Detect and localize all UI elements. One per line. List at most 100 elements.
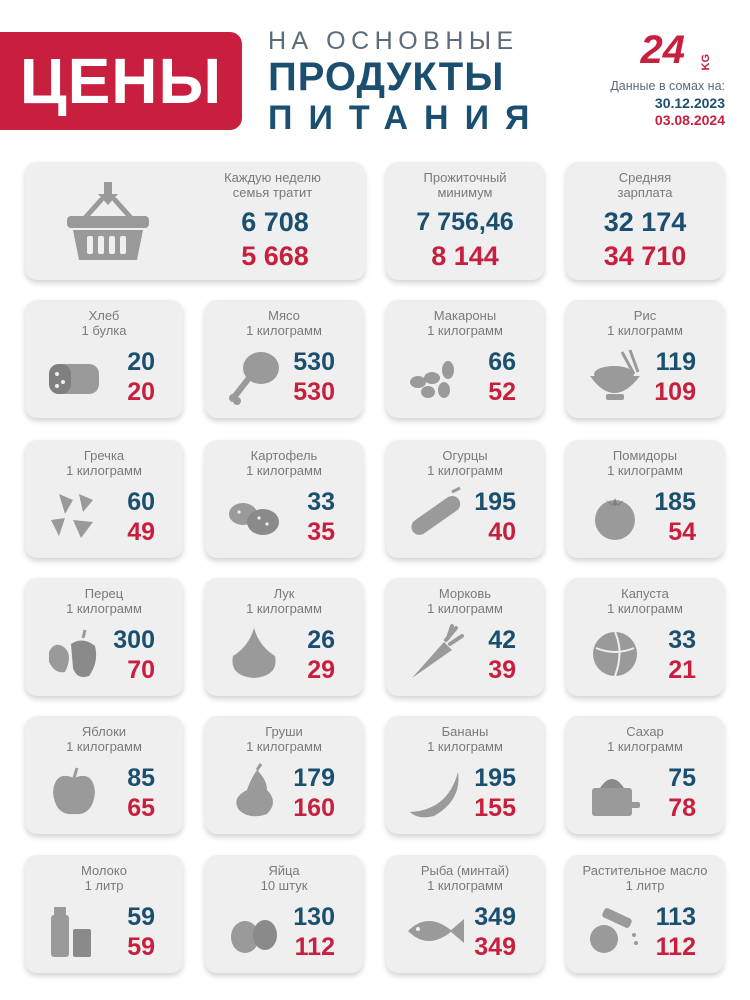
product-name: Бананы [441,724,489,739]
minimum-label-line2: минимум [437,185,493,200]
product-card: Груши 1 килограмм 179 160 [205,716,363,834]
product-old-price: 185 [654,488,696,516]
product-unit: 1 килограмм [427,323,503,338]
product-name: Рыба (минтай) [420,863,510,878]
product-card: Бананы 1 килограмм 195 155 [386,716,544,834]
product-card: Хлеб 1 булка 20 20 [25,300,183,418]
product-unit: 1 килограмм [246,463,322,478]
product-label: Лук 1 килограмм [205,586,363,616]
product-name: Рис [633,308,657,323]
sugar-icon [584,760,646,822]
header: ЦЕНЫ НА ОСНОВНЫЕ ПРОДУКТЫ ПИТАНИЯ 24 KG Д… [0,0,750,150]
apple-icon [43,760,105,822]
product-label: Рыба (минтай) 1 килограмм [386,863,544,893]
product-card: Рис 1 килограмм 119 109 [566,300,724,418]
logo-suffix: KG [700,53,712,71]
subtitle-line-2: ПРОДУКТЫ [268,55,505,99]
product-new-price: 49 [127,518,155,546]
product-name: Морковь [438,586,492,601]
product-unit: 1 килограмм [66,739,142,754]
product-new-price: 21 [668,656,696,684]
product-old-price: 75 [668,764,696,792]
cucumber-icon [404,484,466,546]
product-name: Лук [273,586,295,601]
product-old-price: 300 [113,626,155,654]
weekly-label: Каждую неделю семья тратит [180,170,365,200]
product-name: Груши [265,724,303,739]
product-unit: 1 килограмм [246,323,322,338]
product-name: Хлеб [88,308,120,323]
product-unit: 1 килограмм [607,601,683,616]
product-old-price: 195 [474,488,516,516]
product-unit: 1 булка [81,323,127,338]
product-unit: 1 килограмм [246,601,322,616]
milk-icon [43,899,105,961]
product-unit: 1 килограмм [66,601,142,616]
salary-old-value: 32 174 [603,207,687,237]
oil-icon [584,899,646,961]
product-new-price: 70 [127,656,155,684]
product-card: Рыба (минтай) 1 килограмм 349 349 [386,855,544,973]
subtitle-line-3: ПИТАНИЯ [268,99,546,137]
product-new-price: 155 [474,794,516,822]
product-unit: 1 килограмм [607,323,683,338]
product-label: Мясо 1 килограмм [205,308,363,338]
product-name: Капуста [621,586,669,601]
product-card: Мясо 1 килограмм 530 530 [205,300,363,418]
product-old-price: 42 [488,626,516,654]
minimum-new-value: 8 144 [431,241,499,271]
product-unit: 1 литр [84,878,124,893]
product-new-price: 109 [654,378,696,406]
product-old-price: 33 [668,626,696,654]
cabbage-icon [584,622,646,684]
product-label: Груши 1 килограмм [205,724,363,754]
product-card: Лук 1 килограмм 26 29 [205,578,363,696]
product-card: Сахар 1 килограмм 75 78 [566,716,724,834]
buckwheat-icon [43,484,105,546]
product-old-price: 113 [655,903,696,931]
eggs-icon [223,899,285,961]
date-old: 30.12.2023 [654,95,725,111]
product-name: Гречка [83,448,125,463]
product-card: Растительное масло 1 литр 113 112 [566,855,724,973]
product-new-price: 349 [474,933,516,961]
carrot-icon [404,622,466,684]
shopping-basket-icon [63,180,153,264]
product-name: Яблоки [81,724,127,739]
product-old-price: 33 [307,488,335,516]
product-label: Бананы 1 килограмм [386,724,544,754]
fish-icon [404,899,466,961]
brand-logo: 24 KG [641,30,727,70]
product-name: Помидоры [612,448,678,463]
product-old-price: 66 [488,348,516,376]
product-new-price: 160 [293,794,335,822]
product-old-price: 60 [127,488,155,516]
product-old-price: 349 [474,903,516,931]
product-name: Мясо [268,308,300,323]
product-card: Перец 1 килограмм 300 70 [25,578,183,696]
product-card: Гречка 1 килограмм 60 49 [25,440,183,558]
date-new: 03.08.2024 [654,112,725,128]
product-old-price: 26 [307,626,335,654]
product-name: Огурцы [442,448,488,463]
product-unit: 1 литр [625,878,665,893]
product-old-price: 85 [127,764,155,792]
product-name: Перец [84,586,124,601]
product-old-price: 59 [127,903,155,931]
product-card: Огурцы 1 килограмм 195 40 [386,440,544,558]
product-old-price: 195 [474,764,516,792]
product-card: Помидоры 1 килограмм 185 54 [566,440,724,558]
potato-icon [223,484,285,546]
product-label: Яблоки 1 килограмм [25,724,183,754]
page-title: ЦЕНЫ [0,32,242,130]
onion-icon [223,622,285,684]
product-card: Макароны 1 килограмм 66 52 [386,300,544,418]
minimum-label-line1: Прожиточный [423,170,507,185]
product-new-price: 35 [307,518,335,546]
product-new-price: 20 [127,378,155,406]
minimum-old-value: 7 756,46 [416,208,514,236]
product-new-price: 52 [488,378,516,406]
weekly-old-value: 6 708 [241,207,309,237]
product-card: Морковь 1 килограмм 42 39 [386,578,544,696]
product-label: Хлеб 1 булка [25,308,183,338]
